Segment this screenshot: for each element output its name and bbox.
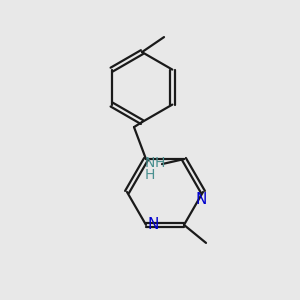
Text: N: N <box>147 218 159 232</box>
Text: N: N <box>145 156 155 170</box>
Text: N: N <box>195 191 207 206</box>
Text: H: H <box>145 168 155 182</box>
Text: H: H <box>155 156 165 170</box>
